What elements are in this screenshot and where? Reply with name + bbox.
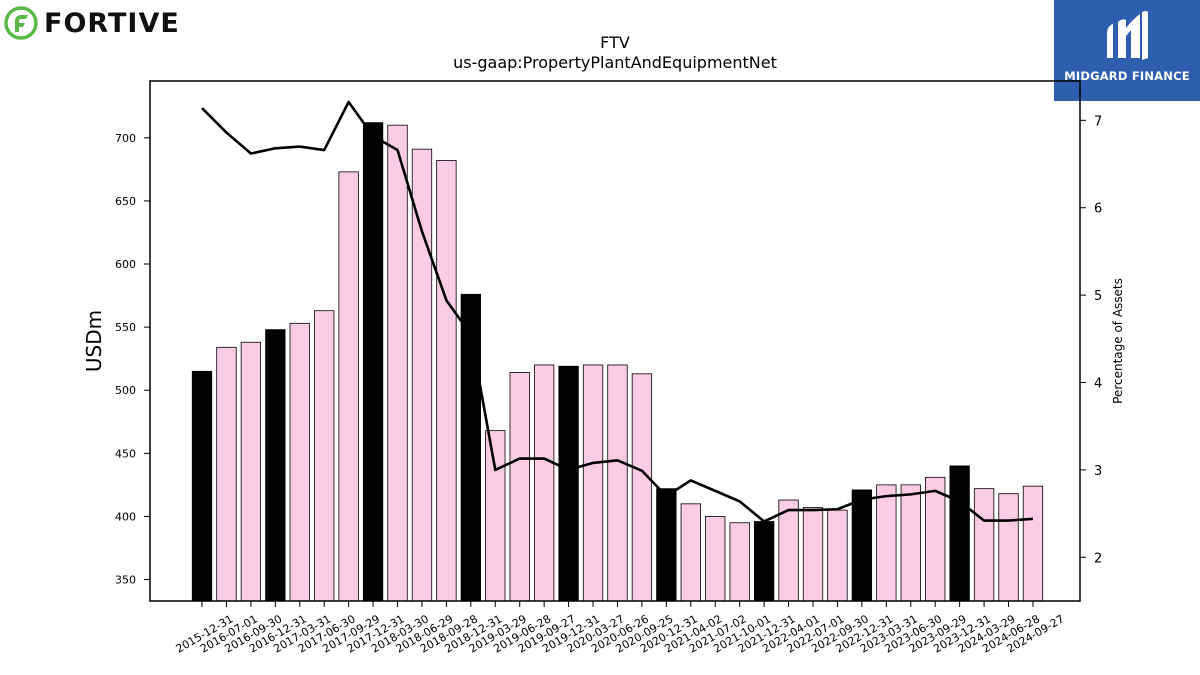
y-tick-label: 400 [115,510,136,523]
bar-2021-07-02 [705,516,726,602]
y2-tick-label: 4 [1094,377,1102,392]
y-axis-ticks: 350 400 450 500 550 600 650 700 [115,132,150,587]
bar-2017-06-30 [314,310,335,602]
bar-2021-12-31 [753,521,775,602]
bar-2019-09-27 [534,364,555,602]
bar-2024-06-28 [998,493,1019,602]
bar-2016-09-30 [240,341,262,602]
bars-layer [191,122,1044,602]
bar-2020-06-26 [607,364,628,602]
y2-axis-ticks: 2 3 4 5 6 7 [1080,114,1102,566]
bar-2017-03-31 [289,322,310,602]
bar-2017-12-31 [362,122,384,602]
bar-2022-09-30 [827,509,848,602]
y2-tick-label: 3 [1094,464,1102,479]
fortive-brand-name: FORTIVE [44,7,180,39]
midgard-finance-logo: MIDGARD FINANCE [1054,0,1200,101]
plot-frame [149,80,1081,602]
y2-tick-label: 6 [1094,202,1102,217]
midgard-brand-name: MIDGARD FINANCE [1064,69,1190,83]
bar-2020-03-27 [582,364,604,602]
y-tick-label: 700 [115,132,136,145]
y-tick-label: 550 [115,321,136,334]
y-tick-label: 450 [115,447,136,460]
fortive-logo: FORTIVE [4,4,180,42]
bar-2018-03-30 [387,124,408,602]
bar-2024-03-29 [973,488,995,602]
fortive-leaf-icon [4,6,38,40]
bar-2020-12-31 [656,488,677,602]
bar-2023-12-31 [949,465,970,602]
y2-axis-label: Percentage of Assets [1111,278,1125,404]
y-tick-label: 350 [115,574,136,587]
y-tick-label: 500 [115,384,136,397]
chart-subtitle: us-gaap:PropertyPlantAndEquipmentNet [453,53,777,72]
bar-2019-06-28 [509,372,530,602]
bar-2022-12-31 [851,489,873,602]
bar-2023-06-30 [900,484,921,602]
bar-2023-03-31 [876,484,897,602]
y-tick-label: 650 [115,195,136,208]
bar-2018-06-29 [411,148,433,602]
bar-2019-03-29 [485,430,506,602]
y-axis-label: USDm [82,310,106,372]
bar-2015-12-31 [191,370,213,602]
y2-tick-label: 5 [1094,289,1102,304]
bar-2017-09-29 [338,171,359,602]
bar-2022-04-01 [778,499,799,602]
bar-2024-09-27 [1022,485,1044,602]
bar-2018-09-28 [436,160,457,602]
line-layer [201,100,1034,523]
bar-2021-10-01 [729,522,750,602]
bar-2021-04-02 [680,503,701,602]
bar-2020-09-25 [631,373,653,602]
y-tick-label: 600 [115,258,136,271]
bar-2016-07-01 [216,346,237,602]
bar-2019-12-31 [558,365,579,602]
bar-2023-09-29 [925,476,946,602]
bar-2016-12-31 [265,329,286,602]
midgard-m-icon [1107,11,1148,60]
y2-tick-label: 7 [1094,114,1102,129]
x-axis-ticks: 2015-12-312016-07-012016-09-302016-12-31… [174,601,1066,656]
chart-title: FTV [600,33,630,52]
y2-tick-label: 2 [1094,551,1102,566]
bar-2022-07-01 [802,507,824,602]
